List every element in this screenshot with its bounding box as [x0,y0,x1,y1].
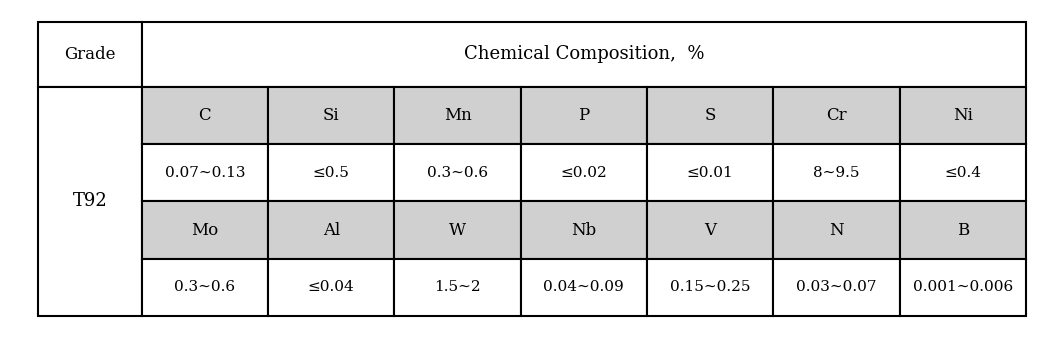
Text: B: B [957,221,969,239]
Bar [268,144,395,201]
Text: ≤0.4: ≤0.4 [945,166,981,180]
Text: Al: Al [322,221,339,239]
Text: ≤0.02: ≤0.02 [561,166,608,180]
Bar [38,22,142,87]
Bar [142,201,268,259]
Text: Mn: Mn [444,107,471,124]
Bar [142,259,268,316]
Bar [900,87,1026,144]
Text: ≤0.01: ≤0.01 [687,166,733,180]
Text: 0.07∼0.13: 0.07∼0.13 [165,166,245,180]
Bar [647,201,774,259]
Bar [520,259,647,316]
Bar [395,201,520,259]
Text: V: V [704,221,716,239]
Text: 0.3∼0.6: 0.3∼0.6 [174,280,235,294]
Bar [395,144,520,201]
Bar [774,259,900,316]
Bar [142,144,268,201]
Text: Si: Si [322,107,339,124]
Bar [900,259,1026,316]
Text: 0.15∼0.25: 0.15∼0.25 [670,280,750,294]
Bar [774,201,900,259]
Text: 8∼9.5: 8∼9.5 [813,166,860,180]
Text: N: N [829,221,844,239]
Text: C: C [199,107,212,124]
Bar [647,259,774,316]
Bar [520,201,647,259]
Bar [900,201,1026,259]
Bar [268,201,395,259]
Text: 0.04∼0.09: 0.04∼0.09 [544,280,625,294]
Text: ≤0.5: ≤0.5 [313,166,350,180]
Bar [520,87,647,144]
Bar [142,87,268,144]
Bar [142,22,1026,87]
Bar [647,144,774,201]
Text: Nb: Nb [571,221,597,239]
Bar [647,87,774,144]
Text: Chemical Composition,  %: Chemical Composition, % [464,45,704,63]
Bar [900,144,1026,201]
Text: Ni: Ni [953,107,972,124]
Bar [774,87,900,144]
Text: 0.03∼0.07: 0.03∼0.07 [796,280,877,294]
Text: P: P [578,107,589,124]
Bar [520,144,647,201]
Bar [268,87,395,144]
Text: Grade: Grade [64,46,116,63]
Text: 0.3∼0.6: 0.3∼0.6 [427,166,488,180]
Text: Mo: Mo [192,221,218,239]
Text: ≤0.04: ≤0.04 [307,280,354,294]
Bar [38,87,142,316]
Text: 1.5∼2: 1.5∼2 [434,280,481,294]
Bar [395,87,520,144]
Text: T92: T92 [72,192,107,210]
Text: W: W [449,221,466,239]
Text: S: S [704,107,716,124]
Bar [395,259,520,316]
Text: 0.001∼0.006: 0.001∼0.006 [913,280,1013,294]
Bar [268,259,395,316]
Bar [774,144,900,201]
Text: Cr: Cr [827,107,847,124]
